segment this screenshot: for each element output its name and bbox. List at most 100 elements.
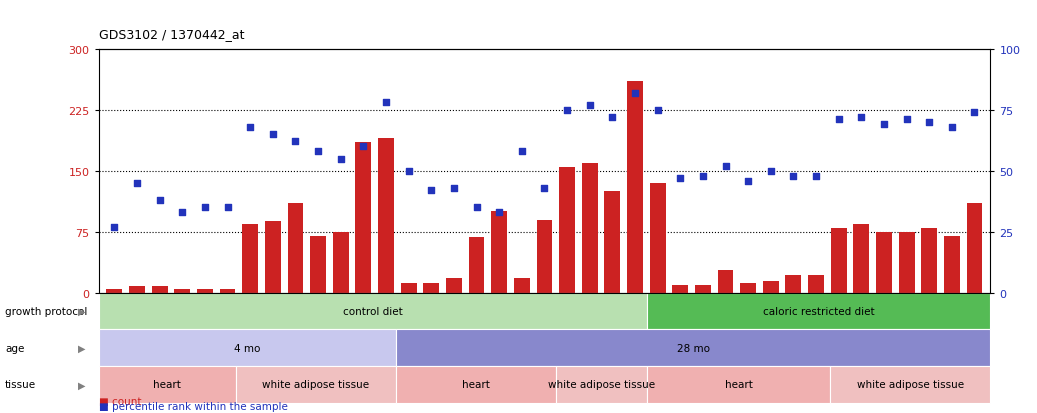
- Point: [423, 188, 440, 194]
- Bar: [151, 287, 168, 293]
- Text: ▶: ▶: [78, 380, 85, 389]
- Text: heart: heart: [461, 380, 489, 389]
- Point: [197, 204, 214, 211]
- Bar: [310, 236, 326, 293]
- Point: [446, 185, 463, 192]
- Point: [129, 180, 145, 187]
- Bar: [243, 224, 258, 293]
- Point: [921, 119, 937, 126]
- Bar: [514, 278, 530, 293]
- Bar: [536, 220, 553, 293]
- Bar: [808, 275, 824, 293]
- Bar: [649, 183, 666, 293]
- Point: [151, 197, 168, 204]
- Bar: [333, 232, 348, 293]
- Bar: [966, 204, 982, 293]
- Bar: [740, 283, 756, 293]
- Point: [672, 176, 689, 182]
- Text: control diet: control diet: [343, 306, 402, 316]
- Point: [649, 107, 666, 114]
- Text: age: age: [5, 343, 25, 353]
- Point: [785, 173, 802, 180]
- Bar: [718, 271, 733, 293]
- Bar: [831, 228, 846, 293]
- Point: [287, 139, 304, 145]
- Bar: [99, 330, 396, 366]
- Point: [695, 173, 711, 180]
- Bar: [492, 212, 507, 293]
- Point: [853, 114, 870, 121]
- Bar: [379, 139, 394, 293]
- Bar: [99, 366, 235, 403]
- Bar: [853, 224, 869, 293]
- Point: [242, 124, 258, 131]
- Point: [333, 156, 349, 162]
- Point: [898, 117, 915, 123]
- Bar: [695, 285, 710, 293]
- Text: white adipose tissue: white adipose tissue: [262, 380, 369, 389]
- Text: 28 mo: 28 mo: [676, 343, 709, 353]
- Point: [831, 117, 847, 123]
- Text: ▶: ▶: [78, 343, 85, 353]
- Point: [377, 100, 394, 107]
- Bar: [446, 278, 461, 293]
- Text: heart: heart: [153, 380, 181, 389]
- Bar: [235, 366, 396, 403]
- Bar: [582, 163, 597, 293]
- Point: [264, 131, 281, 138]
- Point: [559, 107, 576, 114]
- Bar: [396, 366, 556, 403]
- Bar: [423, 283, 440, 293]
- Bar: [899, 232, 915, 293]
- Point: [310, 149, 327, 155]
- Point: [536, 185, 553, 192]
- Text: white adipose tissue: white adipose tissue: [548, 380, 655, 389]
- Bar: [220, 289, 235, 293]
- Point: [355, 144, 371, 150]
- Point: [106, 224, 122, 230]
- Bar: [831, 366, 990, 403]
- Bar: [763, 281, 779, 293]
- Text: 4 mo: 4 mo: [234, 343, 260, 353]
- Text: caloric restricted diet: caloric restricted diet: [763, 306, 874, 316]
- Point: [739, 178, 756, 184]
- Bar: [197, 289, 213, 293]
- Bar: [627, 82, 643, 293]
- Text: ▶: ▶: [78, 306, 85, 316]
- Bar: [287, 204, 304, 293]
- Bar: [944, 236, 960, 293]
- Bar: [99, 293, 647, 330]
- Text: ■ count: ■ count: [99, 396, 141, 406]
- Point: [808, 173, 824, 180]
- Point: [966, 109, 983, 116]
- Point: [174, 209, 191, 216]
- Point: [604, 114, 620, 121]
- Point: [762, 168, 779, 175]
- Bar: [647, 366, 831, 403]
- Bar: [107, 289, 122, 293]
- Text: heart: heart: [725, 380, 753, 389]
- Point: [582, 102, 598, 109]
- Bar: [264, 222, 281, 293]
- Point: [513, 149, 530, 155]
- Bar: [605, 192, 620, 293]
- Bar: [400, 283, 417, 293]
- Bar: [556, 366, 647, 403]
- Bar: [647, 293, 990, 330]
- Bar: [921, 228, 937, 293]
- Text: tissue: tissue: [5, 380, 36, 389]
- Bar: [174, 289, 190, 293]
- Text: GDS3102 / 1370442_at: GDS3102 / 1370442_at: [99, 28, 244, 41]
- Point: [718, 163, 734, 170]
- Bar: [356, 143, 371, 293]
- Point: [400, 168, 417, 175]
- Point: [875, 122, 892, 128]
- Bar: [876, 232, 892, 293]
- Bar: [396, 330, 990, 366]
- Point: [219, 204, 235, 211]
- Bar: [129, 287, 145, 293]
- Text: ■ percentile rank within the sample: ■ percentile rank within the sample: [99, 401, 287, 411]
- Text: white adipose tissue: white adipose tissue: [857, 380, 963, 389]
- Point: [491, 209, 507, 216]
- Bar: [785, 275, 802, 293]
